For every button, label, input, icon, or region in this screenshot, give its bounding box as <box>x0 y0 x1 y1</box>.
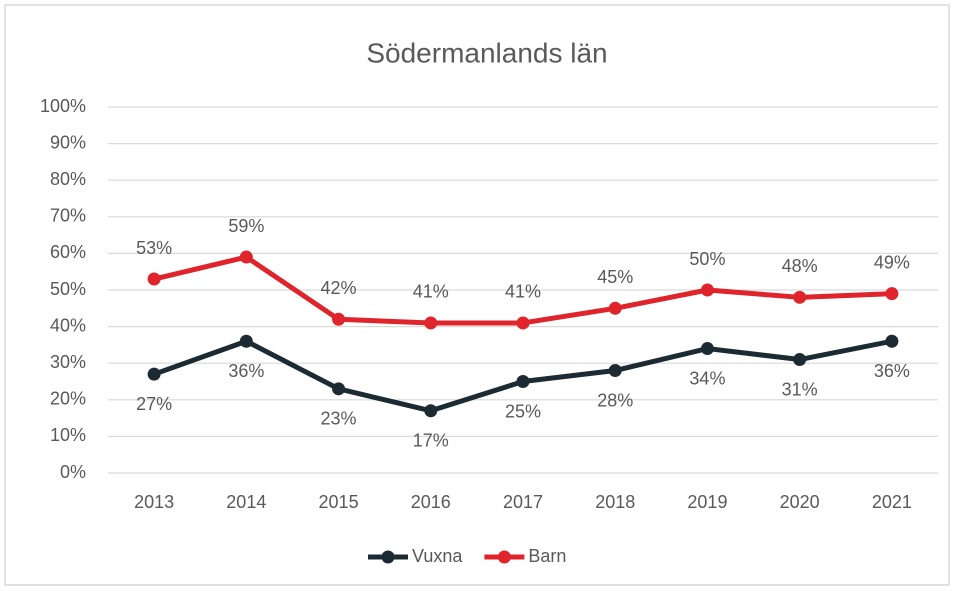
x-tick-label: 2017 <box>503 492 543 512</box>
data-label: 27% <box>136 394 172 414</box>
series-marker <box>885 334 899 348</box>
x-tick-label: 2021 <box>872 492 912 512</box>
x-tick-label: 2013 <box>134 492 174 512</box>
y-tick-label: 20% <box>50 389 86 409</box>
series-marker <box>608 364 622 378</box>
y-tick-label: 50% <box>50 279 86 299</box>
data-label: 25% <box>505 401 541 421</box>
data-label: 45% <box>597 267 633 287</box>
series-marker <box>239 250 253 264</box>
series-marker <box>332 382 346 396</box>
series-marker <box>147 272 161 286</box>
data-label: 53% <box>136 238 172 258</box>
series-marker <box>793 290 807 304</box>
series-marker <box>332 312 346 326</box>
series-marker <box>700 283 714 297</box>
data-label: 49% <box>874 252 910 272</box>
legend-marker <box>497 550 511 564</box>
data-label: 41% <box>413 282 449 302</box>
y-tick-label: 10% <box>50 425 86 445</box>
series-marker <box>147 367 161 381</box>
x-tick-label: 2019 <box>687 492 727 512</box>
data-label: 42% <box>321 278 357 298</box>
y-tick-label: 40% <box>50 315 86 335</box>
data-label: 34% <box>689 368 725 388</box>
series-marker <box>516 375 530 388</box>
legend-label: Vuxna <box>412 546 463 566</box>
data-label: 31% <box>782 379 818 399</box>
data-label: 23% <box>321 409 357 429</box>
data-label: 28% <box>597 390 633 410</box>
y-tick-label: 70% <box>50 206 86 226</box>
series-marker <box>239 334 253 348</box>
y-tick-label: 0% <box>60 462 86 482</box>
x-tick-label: 2016 <box>411 492 451 512</box>
x-tick-label: 2014 <box>226 492 266 512</box>
data-label: 36% <box>874 361 910 381</box>
y-tick-label: 100% <box>40 96 86 116</box>
y-tick-label: 90% <box>50 132 86 152</box>
x-tick-label: 2015 <box>319 492 359 512</box>
series-marker <box>424 316 438 330</box>
data-label: 41% <box>505 282 541 302</box>
y-tick-label: 30% <box>50 352 86 372</box>
legend-label: Barn <box>528 546 566 566</box>
y-tick-label: 60% <box>50 242 86 262</box>
series-marker <box>424 404 438 418</box>
legend-marker <box>381 550 395 564</box>
data-label: 17% <box>413 431 449 451</box>
data-label: 59% <box>228 216 264 236</box>
series-marker <box>885 287 899 301</box>
data-label: 36% <box>228 361 264 381</box>
chart-title: Södermanlands län <box>366 37 607 68</box>
data-label: 48% <box>782 256 818 276</box>
x-tick-label: 2020 <box>780 492 820 512</box>
x-tick-label: 2018 <box>595 492 635 512</box>
data-label: 50% <box>689 249 725 269</box>
y-tick-label: 80% <box>50 169 86 189</box>
series-marker <box>516 316 530 330</box>
series-marker <box>608 301 622 315</box>
series-marker <box>700 342 714 356</box>
series-marker <box>793 353 807 367</box>
